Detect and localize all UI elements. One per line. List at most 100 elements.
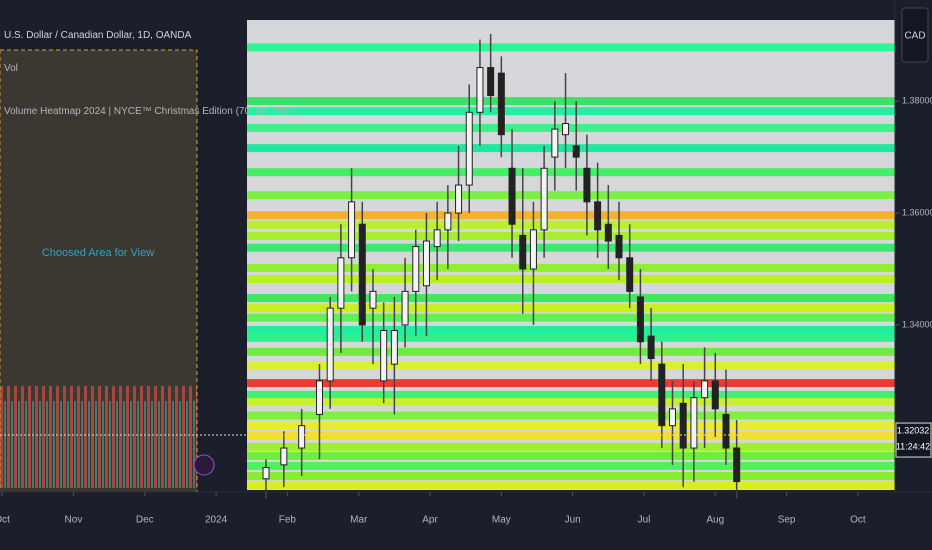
heat-band xyxy=(247,294,895,303)
x-tick-label: Mar xyxy=(350,515,368,526)
candle-body xyxy=(390,330,398,365)
candle-body xyxy=(615,234,623,259)
candle-body xyxy=(444,212,452,231)
x-tick-label: Apr xyxy=(422,515,438,526)
candle-body xyxy=(711,380,719,410)
x-tick-label: Oct xyxy=(850,515,866,526)
heat-band xyxy=(247,390,895,399)
candle-body xyxy=(722,413,730,449)
heat-band xyxy=(247,431,895,440)
x-tick-label: Oct xyxy=(0,515,10,526)
candle-body xyxy=(594,201,602,231)
candle-body xyxy=(422,240,430,287)
heat-band xyxy=(247,220,895,229)
heat-band xyxy=(247,333,895,342)
candle-body xyxy=(358,223,366,326)
candle-body xyxy=(701,380,709,399)
heat-band xyxy=(247,411,895,420)
heat-band xyxy=(247,304,895,313)
x-tick-label: Jul xyxy=(638,515,651,526)
candle-body xyxy=(487,67,495,97)
heat-band xyxy=(247,361,895,370)
y-tick-label: 1.38000 xyxy=(902,96,932,106)
heat-band xyxy=(247,144,895,153)
heat-band xyxy=(247,211,895,220)
y-tick-label: 1.36000 xyxy=(902,207,932,217)
candle-body xyxy=(433,229,441,248)
candle-body xyxy=(658,363,666,427)
heat-band xyxy=(247,451,895,460)
heat-band xyxy=(247,398,895,407)
heat-band xyxy=(247,313,895,322)
currency-box[interactable] xyxy=(901,7,929,63)
heat-band xyxy=(247,243,895,252)
heat-band xyxy=(247,107,895,116)
candle-body xyxy=(647,335,655,360)
indicator-label: Volume Heatmap 2024 | NYCE™ Christmas Ed… xyxy=(4,106,304,117)
heat-band xyxy=(247,480,895,489)
y-tick-label: 1.34000 xyxy=(902,319,932,329)
last-price-label: 1.32032 xyxy=(897,425,930,435)
heatmap xyxy=(247,43,895,489)
candle-body xyxy=(412,246,420,292)
candle-body xyxy=(519,234,527,270)
candle-body xyxy=(540,167,548,231)
volume-pattern xyxy=(0,370,197,492)
x-tick-label: Jun xyxy=(565,515,581,526)
heat-band xyxy=(247,123,895,132)
heat-band xyxy=(247,43,895,52)
candle-body xyxy=(679,402,687,449)
heat-band xyxy=(247,442,895,451)
x-tick-label: Feb xyxy=(279,515,297,526)
heat-band xyxy=(247,347,895,356)
heat-band xyxy=(247,168,895,177)
volume-label: Vol xyxy=(4,63,18,74)
candle-body xyxy=(476,67,484,113)
candle-body xyxy=(337,257,345,309)
candle-body xyxy=(572,145,580,158)
candle-body xyxy=(369,290,377,309)
x-tick-label: May xyxy=(492,515,511,526)
candle-body xyxy=(508,167,516,225)
heat-band xyxy=(247,325,895,334)
candle-body xyxy=(380,330,388,382)
candle-body xyxy=(562,123,570,136)
candle-body xyxy=(733,447,741,483)
x-tick-label: Sep xyxy=(778,515,796,526)
candle-body xyxy=(401,290,409,326)
dividends-icon[interactable] xyxy=(193,454,215,476)
candle-body xyxy=(298,425,306,449)
candle-body xyxy=(315,380,323,415)
x-tick-label: Dec xyxy=(136,515,154,526)
heat-band xyxy=(247,379,895,388)
x-tick-label: Nov xyxy=(65,515,83,526)
candle-body xyxy=(636,296,644,343)
heat-band xyxy=(247,472,895,481)
currency: CAD xyxy=(904,31,925,42)
candle-body xyxy=(551,128,559,158)
heat-band xyxy=(247,275,895,284)
heat-band xyxy=(247,191,895,200)
candle-body xyxy=(626,257,634,292)
candle-body xyxy=(690,397,698,449)
candle-body xyxy=(465,111,473,186)
heat-band xyxy=(247,231,895,240)
countdown: 11:24:42 xyxy=(896,441,930,451)
heat-band xyxy=(247,263,895,272)
heat-band xyxy=(247,461,895,470)
x-tick-label: 2024 xyxy=(205,515,228,526)
candle-body xyxy=(583,167,591,203)
candle-body xyxy=(604,223,612,242)
candle-body xyxy=(455,184,463,214)
candle-body xyxy=(529,229,537,270)
candle-body xyxy=(497,72,505,136)
last-price-box xyxy=(895,422,932,458)
x-tick-label: Aug xyxy=(706,515,724,526)
heat-band xyxy=(247,97,895,106)
candle-body xyxy=(668,408,676,427)
candle-body xyxy=(280,447,288,466)
symbol-title: U.S. Dollar / Canadian Dollar, 1D, OANDA xyxy=(4,30,192,41)
grid xyxy=(1,100,899,496)
